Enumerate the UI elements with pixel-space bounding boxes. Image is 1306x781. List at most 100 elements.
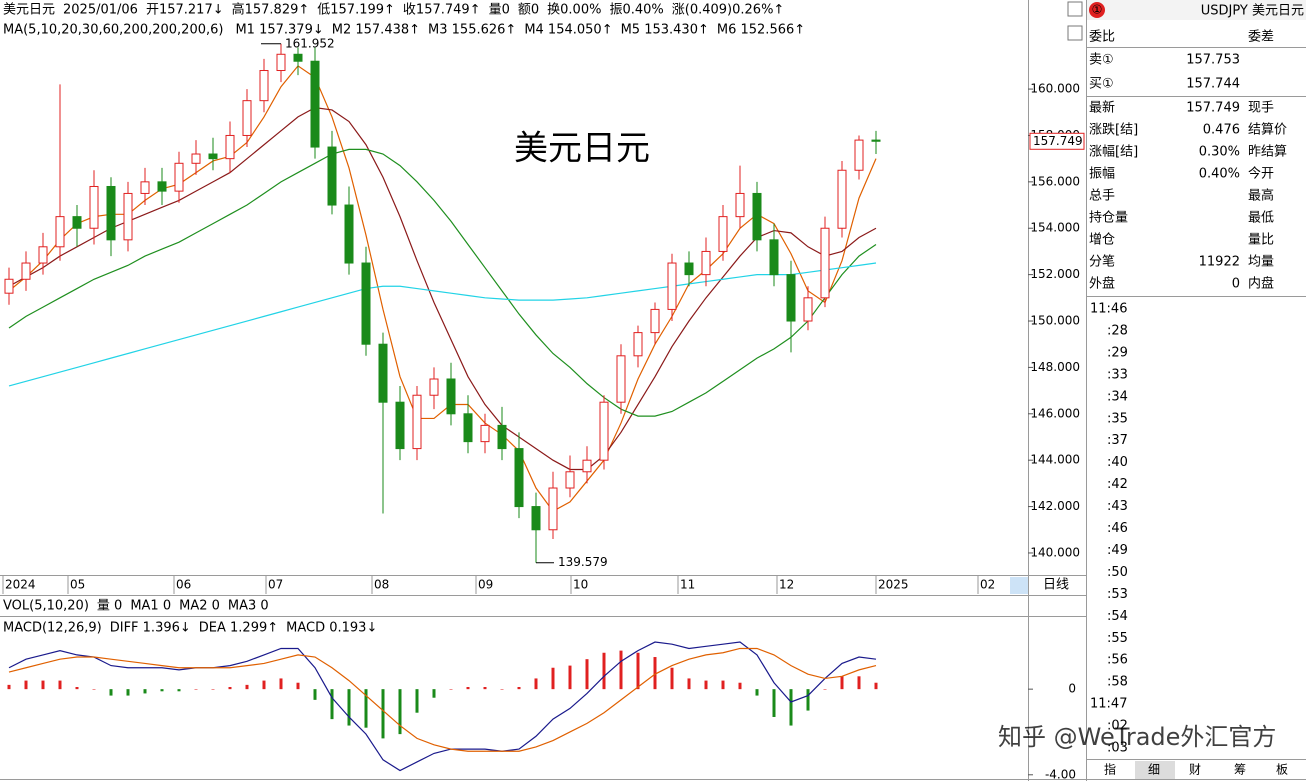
tick-time: :28 [1107,323,1128,338]
y-tick-label: 142.000 [1030,499,1080,513]
tab[interactable]: 指 [1104,762,1116,777]
low-annotation: 139.579 [558,555,608,569]
quote-right-label: 今开 [1248,166,1274,182]
tick-time: :43 [1107,499,1128,514]
tick-time: :49 [1107,543,1128,558]
candle-body [531,506,541,531]
tick-time: :50 [1107,565,1128,580]
tick-time: 11:46 [1090,302,1127,317]
vol-legend: 量 0 [97,599,122,614]
macd-bar [398,689,402,735]
macd-bar [41,680,45,690]
candle-body [123,192,133,241]
quote-value: 157.744 [1186,77,1240,92]
candle-body [735,192,745,218]
tick-time: :03 [1107,741,1128,756]
macd-legend: MACD 0.193↓ [286,621,377,636]
quote-label: 卖① [1089,53,1114,68]
toolbar-icon[interactable] [1067,25,1083,41]
macd-bar [296,682,300,690]
macd-bar [551,667,555,690]
tick-time: :54 [1107,609,1128,624]
tab[interactable]: 筹 [1234,763,1246,777]
macd-bar [857,676,861,690]
quote-label: 总手 [1089,189,1115,204]
ma-legend: M2 157.438↑ [332,23,420,38]
quote-value: 0.40% [1199,167,1240,182]
candle-body [701,250,711,276]
tab[interactable]: 细 [1148,763,1160,777]
tick-time: :56 [1107,653,1128,668]
quote-value: 0.30% [1199,145,1240,160]
y-tick-label: 0 [1068,682,1076,696]
y-tick-label: 152.000 [1030,267,1080,281]
macd-bar [313,689,317,700]
macd-bar [874,682,878,690]
x-tick-label: 07 [268,578,283,592]
y-tick-label: 154.000 [1030,221,1080,235]
tab[interactable]: 财 [1189,763,1201,777]
macd-bar [143,689,147,694]
macd-bar [687,678,691,690]
candle-body [395,401,405,450]
last-price: 157.749 [1033,134,1083,148]
candle-body [378,343,388,403]
candle-body [718,216,728,252]
candle-body [259,70,269,102]
vol-title: VOL(5,10,20) [3,599,89,614]
candle-body [616,355,626,403]
tick-time: :42 [1107,477,1128,492]
badge: ① [1092,3,1103,17]
tab[interactable]: 板 [1276,763,1288,777]
candle-body [599,401,609,461]
candle-body [4,278,14,294]
macd-bar [364,689,368,728]
macd-bar [653,657,657,690]
info-item: 低157.199↑ [317,3,395,18]
x-tick-label: 05 [70,578,85,592]
y-tick-label: 144.000 [1030,453,1080,467]
quote-label: 委比 [1089,30,1115,45]
macd-bar [347,689,351,726]
quote-label: 持仓量 [1089,211,1128,226]
quote-value: 157.753 [1186,53,1240,68]
tick-time: :02 [1107,719,1128,734]
symbol-watermark: 美元日元 [514,129,650,169]
macd-bar [704,680,708,690]
period-label[interactable]: 日线 [1043,578,1069,593]
candle-body [106,185,116,241]
macd-bar [806,689,810,711]
quote-header [1087,0,1306,20]
x-tick-label: 2025 [878,578,909,592]
vol-legend: MA2 0 [179,599,220,614]
info-item: 量0 [489,3,510,18]
tick-time: :40 [1107,455,1128,470]
candle-body [786,274,796,322]
quote-label: 分笔 [1089,254,1115,270]
macd-bar [789,689,793,726]
tick-time: :35 [1107,411,1128,426]
quote-right-label: 现手 [1248,101,1274,116]
quote-value: 0.476 [1203,123,1240,138]
info-item: 高157.829↑ [232,2,310,18]
ma-title: MA(5,10,20,30,60,200,200,200,6) [3,23,223,38]
period-button[interactable] [1010,577,1028,594]
candle-body [565,471,575,489]
candle-body [327,146,337,206]
macd-bar [24,680,28,690]
info-item: 美元日元 [3,3,55,18]
y-tick-label: -4.00 [1045,767,1076,781]
y-tick-label: 156.000 [1030,174,1080,188]
candle-body [497,424,507,450]
macd-bar [109,689,113,696]
toolbar-icon[interactable] [1067,1,1083,17]
quote-label: 增仓 [1089,233,1115,248]
candle-body [208,153,218,160]
candle-body [582,459,592,473]
candle-body [463,413,473,443]
candle-body [803,297,813,322]
candle-body [344,204,354,264]
macd-bar [75,687,79,690]
